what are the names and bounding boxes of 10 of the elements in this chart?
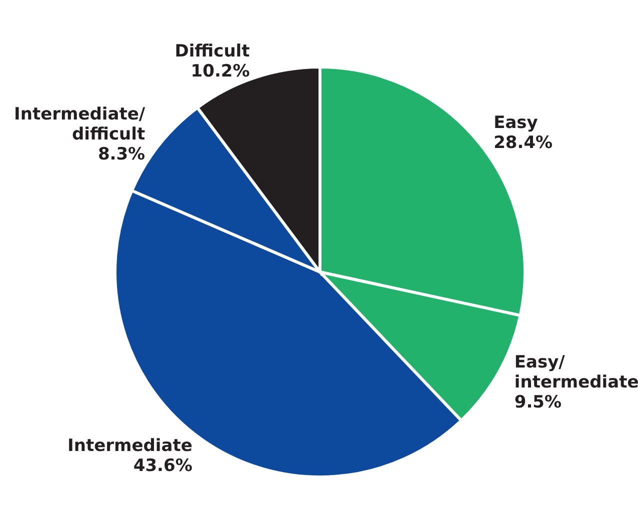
data-label: 9.5% <box>514 392 562 412</box>
slice-label: Easy/intermediate <box>514 352 638 392</box>
data-label: 28.4% <box>494 133 553 154</box>
data-label: 8.3% <box>98 144 146 165</box>
data-label: 43.6% <box>133 456 192 476</box>
slice-label: Intermediate/difficult <box>14 104 146 145</box>
slice-label: Intermediate <box>68 436 192 456</box>
slice-label: Difficult <box>174 41 250 62</box>
slice-label: Easy <box>494 113 538 134</box>
data-label: 10.2% <box>190 61 250 82</box>
